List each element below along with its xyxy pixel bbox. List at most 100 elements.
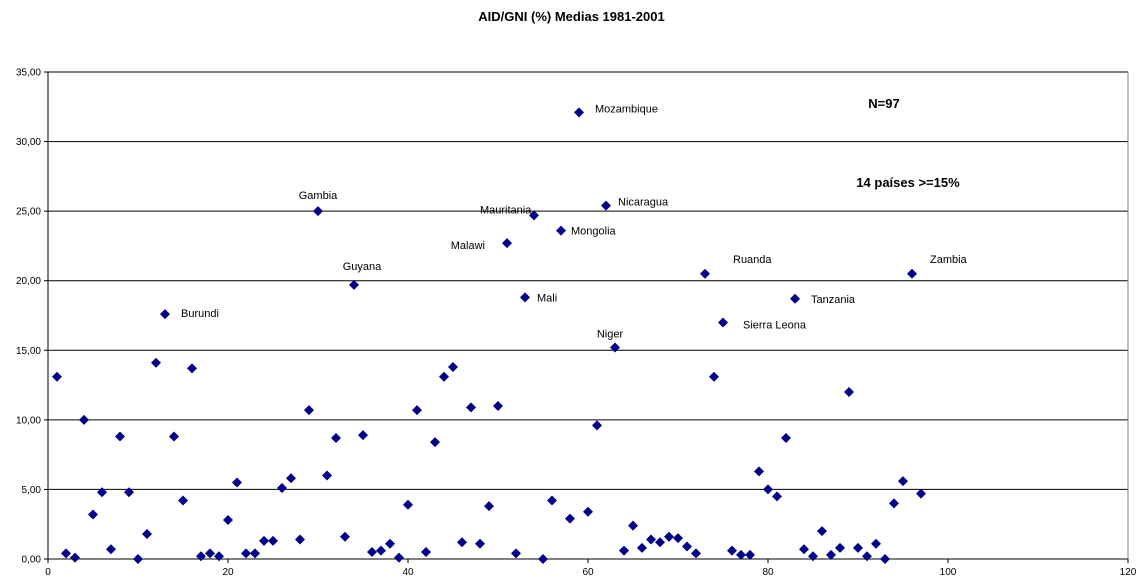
data-point xyxy=(313,206,323,217)
data-point xyxy=(151,357,161,368)
data-point xyxy=(799,544,809,555)
data-point xyxy=(385,538,395,549)
data-point xyxy=(160,309,170,320)
gridlines xyxy=(48,71,1128,490)
data-point xyxy=(106,544,116,555)
data-point xyxy=(466,402,476,413)
data-point xyxy=(304,405,314,416)
point-label: Nicaragua xyxy=(618,197,669,209)
data-point xyxy=(250,548,260,559)
x-tick-label: 20 xyxy=(222,567,234,578)
data-point xyxy=(529,210,539,221)
data-point xyxy=(484,501,494,512)
data-point xyxy=(79,414,89,425)
data-point xyxy=(817,526,827,537)
data-point xyxy=(736,549,746,560)
point-label: Ruanda xyxy=(733,254,772,266)
data-point xyxy=(835,542,845,553)
point-labels: Burundi Gambia Guyana Malawi Mali Mauritania M… xyxy=(181,103,968,340)
x-tick-label: 80 xyxy=(762,567,774,578)
data-point xyxy=(394,552,404,563)
y-tick-label: 25,00 xyxy=(16,207,41,218)
point-label: Gambia xyxy=(299,190,338,202)
data-point xyxy=(502,238,512,249)
data-point xyxy=(475,538,485,549)
data-point xyxy=(556,225,566,236)
data-points xyxy=(52,107,926,564)
data-point xyxy=(196,551,206,562)
data-point xyxy=(673,533,683,544)
data-point xyxy=(610,342,620,353)
data-point xyxy=(853,542,863,553)
data-point xyxy=(682,541,692,552)
x-tick-label: 100 xyxy=(940,567,957,578)
data-point xyxy=(790,293,800,304)
data-point xyxy=(403,499,413,510)
data-point xyxy=(457,537,467,548)
data-point xyxy=(691,548,701,559)
data-point xyxy=(178,495,188,506)
data-point xyxy=(898,476,908,487)
data-point xyxy=(718,317,728,328)
data-point xyxy=(664,531,674,542)
data-point xyxy=(277,483,287,494)
point-label: Niger xyxy=(597,329,624,341)
data-point xyxy=(772,491,782,502)
axes xyxy=(44,71,1129,563)
point-label: Mali xyxy=(537,292,557,304)
y-tick-label: 10,00 xyxy=(16,415,41,426)
data-point xyxy=(322,470,332,481)
annotations: N=97 14 países >=15% xyxy=(856,96,960,190)
data-point xyxy=(880,554,890,564)
data-point xyxy=(862,551,872,562)
data-point xyxy=(583,506,593,517)
point-label: Tanzania xyxy=(811,294,856,306)
data-point xyxy=(700,268,710,279)
data-point xyxy=(421,547,431,558)
data-point xyxy=(448,361,458,372)
data-point xyxy=(358,430,368,441)
data-point xyxy=(214,551,224,562)
data-point xyxy=(88,509,98,520)
x-tick-label: 40 xyxy=(402,567,414,578)
point-label: Mauritania xyxy=(480,204,532,216)
data-point xyxy=(547,495,557,506)
chart-title: AID/GNI (%) Medias 1981-2001 xyxy=(478,9,665,24)
data-point xyxy=(907,268,917,279)
data-point xyxy=(295,534,305,545)
x-tick-label: 60 xyxy=(582,567,594,578)
data-point xyxy=(331,432,341,443)
data-point xyxy=(565,513,575,524)
data-point xyxy=(142,528,152,539)
threshold-note: 14 países >=15% xyxy=(856,175,960,190)
data-point xyxy=(637,542,647,553)
data-point xyxy=(187,363,197,374)
data-point xyxy=(412,405,422,416)
y-tick-label: 5,00 xyxy=(22,485,42,496)
data-point xyxy=(70,552,80,563)
data-point xyxy=(205,548,215,559)
data-point xyxy=(619,545,629,556)
data-point xyxy=(592,420,602,431)
data-point xyxy=(538,554,548,564)
data-point xyxy=(826,549,836,560)
data-point xyxy=(493,400,503,411)
data-point xyxy=(52,371,62,382)
point-label: Mozambique xyxy=(595,103,658,115)
point-label: Sierra Leona xyxy=(743,319,807,331)
data-point xyxy=(340,531,350,542)
data-point xyxy=(709,371,719,382)
data-point xyxy=(376,545,386,556)
data-point xyxy=(727,545,737,556)
x-tick-label: 0 xyxy=(45,567,51,578)
y-tick-label: 20,00 xyxy=(16,276,41,287)
data-point xyxy=(439,371,449,382)
x-tick-label: 120 xyxy=(1120,567,1137,578)
data-point xyxy=(61,548,71,559)
data-point xyxy=(232,477,242,488)
data-point xyxy=(808,551,818,562)
data-point xyxy=(97,487,107,498)
y-tick-label: 35,00 xyxy=(16,68,41,79)
point-label: Burundi xyxy=(181,308,219,320)
